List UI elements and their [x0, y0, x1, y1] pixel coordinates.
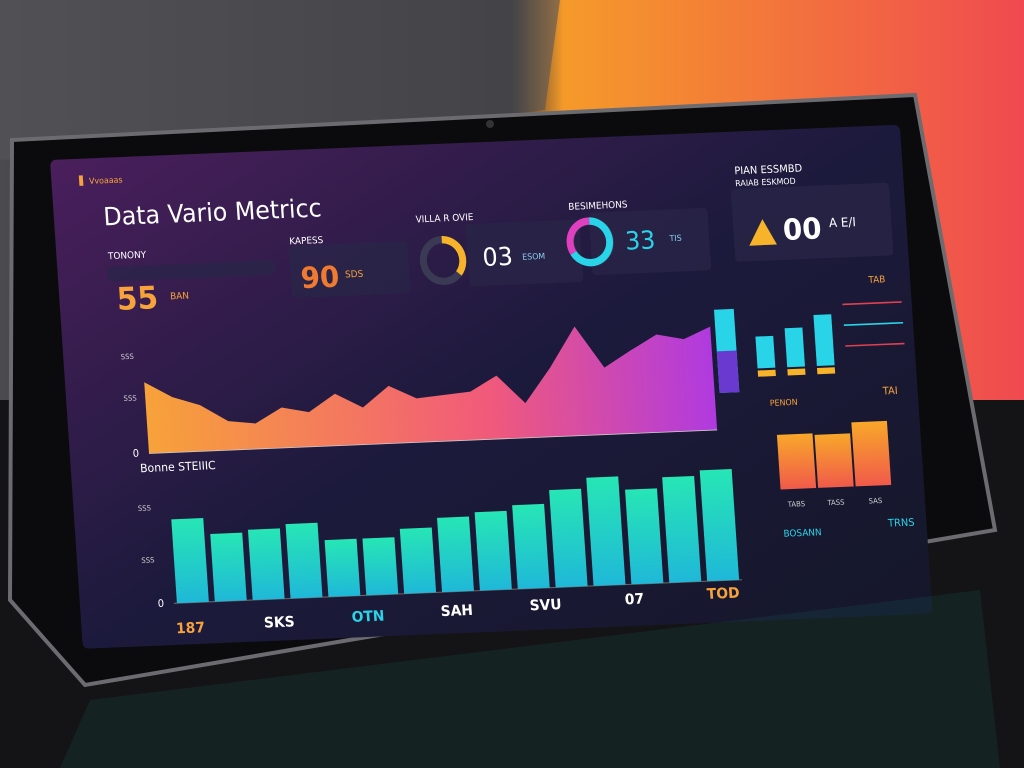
bar [437, 516, 474, 593]
reflection [60, 590, 1000, 768]
side-line [843, 321, 904, 326]
bar [776, 433, 817, 490]
bar [324, 538, 361, 597]
kpi-label: RAIAB ESKMOD [735, 176, 796, 189]
footer: TRNS [887, 517, 915, 529]
donut-arc [566, 217, 590, 255]
chart-title: Bonne STEIIIC [140, 459, 217, 475]
axis-label: SSS [123, 393, 137, 403]
x-tick-label: 187 [176, 620, 206, 638]
peak-icon [749, 219, 777, 246]
bar [755, 335, 776, 369]
bar [814, 433, 854, 488]
x-tick-label: SVU [529, 597, 562, 615]
bar [784, 327, 805, 368]
footer: BOSANN [783, 528, 822, 540]
x-tick-label: SAH [440, 603, 473, 621]
brand: Vvoaaas [89, 174, 123, 186]
kpi-unit: ESOM [522, 251, 546, 262]
bar [662, 475, 702, 583]
x-tick-label: SKS [263, 614, 295, 632]
kpi-value: 90 [300, 260, 341, 295]
x-tick-label: OTN [351, 608, 385, 626]
bar [813, 314, 835, 366]
kpi-card [107, 260, 276, 282]
bar [285, 522, 323, 599]
kpi-value: 00 [782, 212, 823, 247]
kpi-card [588, 207, 712, 275]
bar [171, 518, 209, 604]
x-tick-label: TOD [706, 585, 740, 603]
bar [549, 488, 588, 588]
bar [474, 510, 512, 591]
side-line [842, 301, 902, 306]
bar [399, 527, 437, 594]
bar [362, 537, 399, 596]
bar-base [787, 368, 806, 376]
bar-base [816, 367, 836, 375]
kpi-unit: BAN [170, 291, 190, 302]
x-tick-label: TABS [786, 499, 805, 509]
x-tick-label: SAS [868, 496, 883, 506]
kpi-card [288, 241, 411, 298]
axis-label: SSS [138, 503, 152, 513]
kpi-unit: TIS [668, 232, 682, 243]
chart-value: TAI [882, 386, 899, 398]
bar [247, 528, 285, 601]
axis-label: SSS [141, 555, 155, 565]
bar [851, 420, 892, 487]
kpi-card [465, 219, 584, 287]
bar [699, 468, 740, 582]
kpi-value: 33 [624, 225, 656, 256]
kpi-label: VILLA R OVIE [415, 213, 474, 226]
bar-base [757, 369, 776, 377]
donut-arc [441, 236, 467, 276]
kpi-label: TONONY [107, 250, 147, 262]
x-tick-label: TASS [826, 497, 845, 507]
bar [512, 503, 550, 590]
brand-icon [78, 175, 84, 186]
side-line [845, 342, 905, 347]
chart-title: PENON [769, 397, 797, 408]
panel-title: PIAN ESSMBD [734, 163, 803, 177]
bar [210, 532, 247, 602]
donut-arc [570, 217, 614, 267]
kpi-value: 55 [116, 280, 160, 318]
bar [586, 476, 626, 586]
chart-title: TAB [867, 275, 886, 286]
kpi-unit: SDS [345, 270, 364, 281]
y-tick-label: 0 [157, 599, 164, 611]
kpi-value: 03 [482, 241, 514, 272]
axis-label: SSS [120, 352, 134, 362]
x-tick-label: 07 [624, 591, 644, 608]
camera [486, 120, 494, 128]
kpi-label: KAPESS [289, 236, 324, 248]
kpi-unit: A E/I [829, 215, 857, 230]
y-tick-label: 0 [132, 448, 139, 460]
highlight-bar [716, 350, 740, 393]
bar [625, 488, 664, 585]
area [144, 326, 718, 454]
kpi-label: BESIMEHONS [568, 200, 628, 213]
